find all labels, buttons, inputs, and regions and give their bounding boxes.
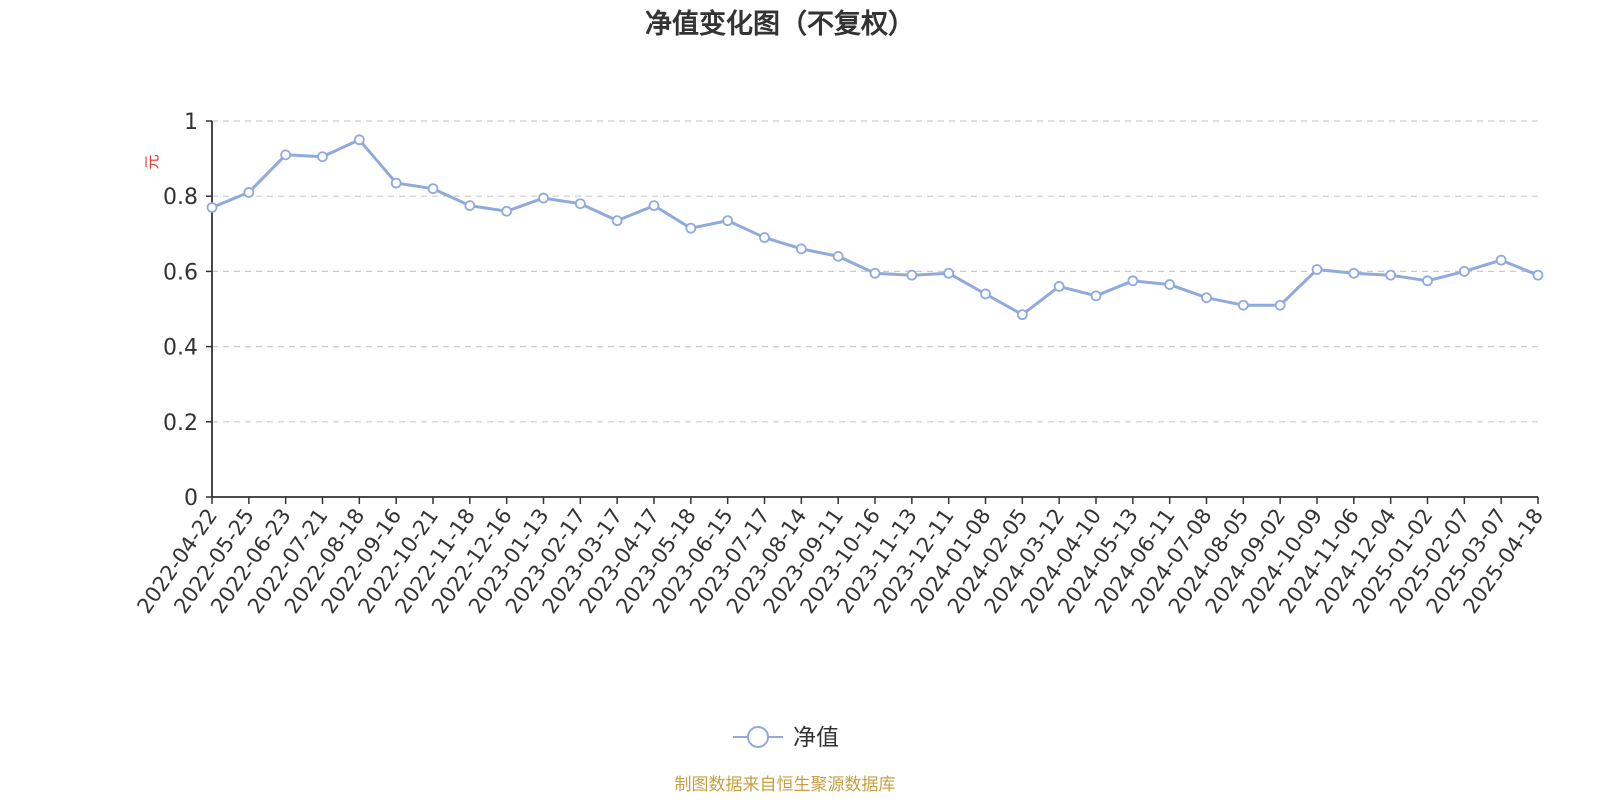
data-point[interactable] <box>206 202 218 213</box>
source-note: 制图数据来自恒生聚源数据库 <box>675 775 896 795</box>
legend-label: 净值 <box>793 725 839 751</box>
axes <box>206 120 1539 504</box>
data-point[interactable] <box>943 267 955 279</box>
data-point[interactable] <box>280 149 292 161</box>
legend[interactable]: 净值 <box>733 725 839 751</box>
data-point[interactable] <box>538 192 549 204</box>
data-point[interactable] <box>906 269 918 281</box>
data-point[interactable] <box>980 288 991 300</box>
data-point[interactable] <box>1127 275 1139 287</box>
data-point[interactable] <box>1311 264 1323 275</box>
data-point[interactable] <box>1495 254 1507 266</box>
y-tick-label: 0.4 <box>163 336 198 361</box>
y-tick-label: 0.8 <box>163 185 198 210</box>
data-point[interactable] <box>353 134 365 146</box>
data-point[interactable] <box>574 198 586 210</box>
y-tick-label: 1 <box>184 110 198 135</box>
data-point[interactable] <box>464 200 476 212</box>
data-point[interactable] <box>1237 299 1249 311</box>
data-point[interactable] <box>685 222 697 234</box>
data-point[interactable] <box>1458 265 1470 277</box>
y-axis-label: 元 <box>143 154 161 169</box>
chart-title: 净值变化图（不复权） <box>645 8 915 40</box>
data-point[interactable] <box>722 215 734 227</box>
data-point[interactable] <box>1385 269 1397 281</box>
series-line-0 <box>211 138 1539 317</box>
data-point[interactable] <box>869 267 881 279</box>
data-point[interactable] <box>317 151 328 163</box>
data-point[interactable] <box>1201 292 1212 304</box>
y-tick-label: 0.2 <box>163 411 198 436</box>
data-point[interactable] <box>1274 299 1286 311</box>
data-point[interactable] <box>243 187 255 198</box>
legend-circle-icon <box>747 726 769 748</box>
data-point[interactable] <box>427 183 439 195</box>
data-point[interactable] <box>611 215 623 227</box>
y-tick-label: 0 <box>184 486 198 511</box>
data-point[interactable] <box>832 250 844 262</box>
data-point[interactable] <box>1053 281 1065 292</box>
data-point[interactable] <box>1348 267 1360 279</box>
data-point[interactable] <box>1090 290 1102 302</box>
data-point[interactable] <box>648 200 660 212</box>
y-tick-labels: 0 0.2 0.4 0.6 0.8 1 <box>163 110 198 511</box>
series-layer <box>206 134 1544 321</box>
data-point[interactable] <box>1164 279 1176 290</box>
data-point[interactable] <box>1422 275 1433 287</box>
data-point[interactable] <box>501 205 513 217</box>
data-point[interactable] <box>390 177 402 189</box>
y-tick-label: 0.6 <box>163 260 198 285</box>
data-point[interactable] <box>795 243 807 255</box>
data-point[interactable] <box>1532 269 1544 281</box>
data-point[interactable] <box>759 232 770 243</box>
data-point[interactable] <box>1016 309 1028 321</box>
x-tick-labels: 2022-04-222022-05-252022-06-232022-07-21… <box>132 504 1548 618</box>
